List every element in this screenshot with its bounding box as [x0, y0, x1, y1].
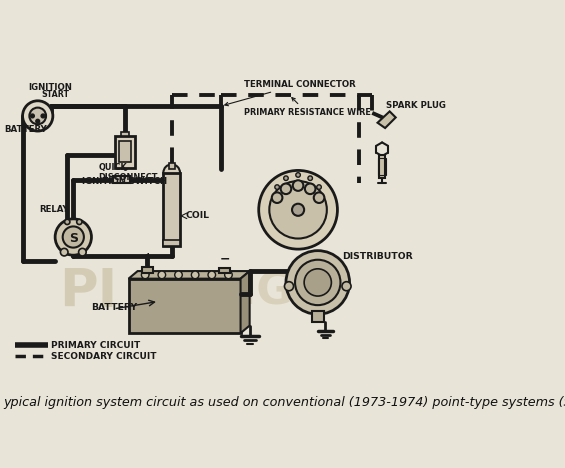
Circle shape	[64, 219, 70, 225]
Text: S: S	[69, 232, 78, 245]
Circle shape	[308, 176, 312, 181]
Circle shape	[292, 204, 304, 216]
Text: BATTERY: BATTERY	[91, 303, 137, 312]
Circle shape	[342, 282, 351, 291]
Bar	[115, 136, 134, 168]
Circle shape	[314, 192, 324, 203]
Circle shape	[286, 251, 350, 314]
Bar	[114, 176, 130, 183]
Circle shape	[55, 219, 92, 255]
Text: TERMINAL CONNECTOR: TERMINAL CONNECTOR	[225, 80, 355, 106]
Circle shape	[284, 176, 288, 181]
Text: SECONDARY CIRCUIT: SECONDARY CIRCUIT	[51, 352, 157, 361]
Circle shape	[175, 271, 182, 278]
Circle shape	[63, 227, 84, 248]
Text: +: +	[142, 250, 153, 263]
Bar	[142, 267, 153, 272]
Circle shape	[275, 185, 279, 190]
Text: DISTRIBUTOR: DISTRIBUTOR	[342, 252, 412, 261]
Circle shape	[272, 192, 282, 203]
Text: PRIMARY RESISTANCE WIRE: PRIMARY RESISTANCE WIRE	[244, 98, 371, 117]
Text: ypical ignition system circuit as used on conventional (1973-1974) point-type sy: ypical ignition system circuit as used o…	[3, 396, 565, 409]
Circle shape	[29, 108, 46, 124]
Text: RELAY: RELAY	[39, 205, 69, 214]
Circle shape	[60, 249, 68, 256]
Text: QUICK
DISCONNECT: QUICK DISCONNECT	[98, 163, 158, 182]
Circle shape	[304, 269, 332, 296]
Bar	[379, 158, 386, 175]
Bar	[379, 155, 385, 178]
Bar	[219, 268, 230, 273]
Text: START: START	[41, 90, 69, 99]
Polygon shape	[129, 271, 250, 278]
Circle shape	[31, 114, 34, 118]
Bar	[169, 163, 175, 169]
Circle shape	[295, 260, 341, 305]
Circle shape	[41, 114, 45, 118]
Circle shape	[192, 271, 199, 278]
Circle shape	[270, 181, 327, 239]
Bar	[163, 240, 180, 246]
Bar	[121, 132, 129, 136]
Bar	[163, 173, 180, 246]
Text: COIL: COIL	[185, 212, 209, 220]
Circle shape	[23, 101, 53, 131]
Bar	[119, 141, 131, 162]
Circle shape	[225, 271, 232, 278]
Circle shape	[259, 170, 337, 249]
Circle shape	[208, 271, 216, 278]
Text: −: −	[219, 252, 230, 265]
Circle shape	[296, 173, 301, 177]
Polygon shape	[241, 271, 250, 333]
Circle shape	[79, 249, 86, 256]
Text: BATTERY: BATTERY	[5, 125, 47, 134]
Circle shape	[293, 180, 303, 191]
Text: IGNITION SWITCH: IGNITION SWITCH	[82, 177, 167, 186]
Text: PRIMARY CIRCUIT: PRIMARY CIRCUIT	[51, 341, 141, 350]
Polygon shape	[377, 111, 395, 128]
Text: IGNITION: IGNITION	[29, 83, 72, 92]
Text: SPARK PLUG: SPARK PLUG	[386, 101, 446, 110]
Circle shape	[317, 185, 321, 190]
Circle shape	[36, 119, 40, 123]
Circle shape	[77, 219, 82, 225]
Circle shape	[284, 282, 294, 291]
Text: NG G: NG G	[219, 270, 344, 313]
Circle shape	[163, 164, 180, 181]
Circle shape	[281, 183, 292, 194]
Bar	[312, 311, 324, 322]
Circle shape	[141, 271, 149, 278]
Bar	[129, 278, 241, 333]
Text: PI: PI	[59, 265, 118, 317]
Circle shape	[305, 183, 315, 194]
Circle shape	[158, 271, 166, 278]
